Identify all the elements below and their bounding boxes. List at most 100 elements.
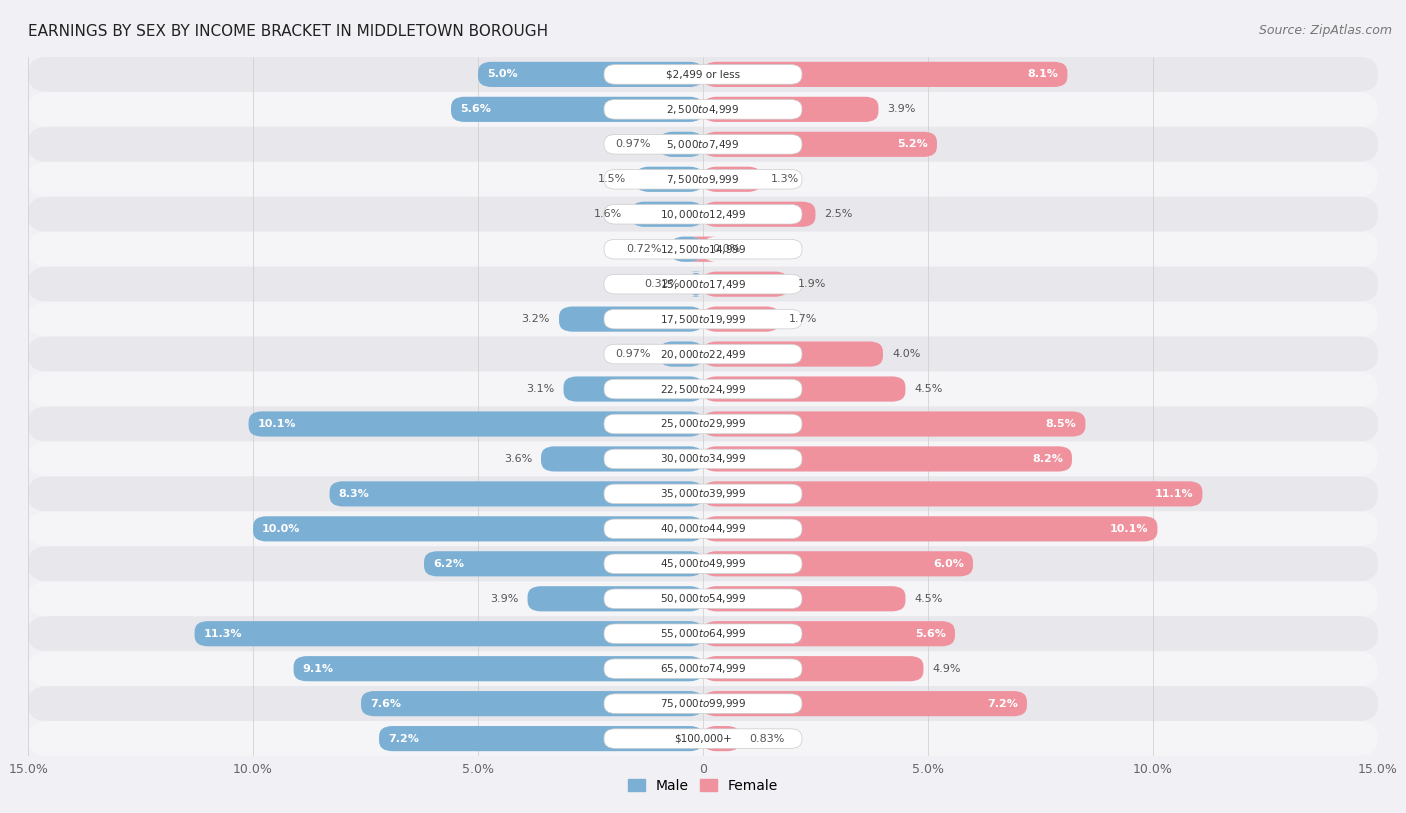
Text: 9.1%: 9.1%: [302, 663, 333, 674]
FancyBboxPatch shape: [28, 511, 1378, 546]
FancyBboxPatch shape: [605, 204, 801, 224]
Text: 0.0%: 0.0%: [711, 244, 740, 254]
FancyBboxPatch shape: [605, 169, 801, 189]
Text: 8.5%: 8.5%: [1046, 419, 1077, 429]
Text: 10.0%: 10.0%: [262, 524, 301, 534]
Text: 3.9%: 3.9%: [491, 593, 519, 604]
Text: 8.2%: 8.2%: [1032, 454, 1063, 464]
FancyBboxPatch shape: [28, 441, 1378, 476]
FancyBboxPatch shape: [703, 132, 936, 157]
FancyBboxPatch shape: [703, 97, 879, 122]
Text: $65,000 to $74,999: $65,000 to $74,999: [659, 663, 747, 675]
Legend: Male, Female: Male, Female: [623, 773, 783, 798]
FancyBboxPatch shape: [541, 446, 703, 472]
FancyBboxPatch shape: [605, 519, 801, 539]
Text: 7.2%: 7.2%: [388, 733, 419, 744]
FancyBboxPatch shape: [703, 62, 1067, 87]
Text: $5,000 to $7,499: $5,000 to $7,499: [666, 138, 740, 150]
Text: $2,499 or less: $2,499 or less: [666, 69, 740, 80]
Text: 8.1%: 8.1%: [1028, 69, 1059, 80]
Text: $2,500 to $4,999: $2,500 to $4,999: [666, 103, 740, 115]
Text: $20,000 to $22,499: $20,000 to $22,499: [659, 348, 747, 360]
FancyBboxPatch shape: [28, 651, 1378, 686]
FancyBboxPatch shape: [659, 341, 703, 367]
Text: 3.9%: 3.9%: [887, 104, 915, 115]
Text: 5.6%: 5.6%: [915, 628, 946, 639]
FancyBboxPatch shape: [703, 307, 779, 332]
FancyBboxPatch shape: [425, 551, 703, 576]
Text: 6.2%: 6.2%: [433, 559, 464, 569]
Text: $30,000 to $34,999: $30,000 to $34,999: [659, 453, 747, 465]
Text: 6.0%: 6.0%: [934, 559, 965, 569]
FancyBboxPatch shape: [478, 62, 703, 87]
Text: 11.3%: 11.3%: [204, 628, 242, 639]
FancyBboxPatch shape: [703, 202, 815, 227]
FancyBboxPatch shape: [605, 414, 801, 434]
Text: $35,000 to $39,999: $35,000 to $39,999: [659, 488, 747, 500]
FancyBboxPatch shape: [703, 376, 905, 402]
Text: $55,000 to $64,999: $55,000 to $64,999: [659, 628, 747, 640]
FancyBboxPatch shape: [605, 309, 801, 329]
FancyBboxPatch shape: [703, 726, 741, 751]
FancyBboxPatch shape: [28, 57, 1378, 92]
FancyBboxPatch shape: [659, 132, 703, 157]
Text: 1.6%: 1.6%: [593, 209, 621, 220]
Text: 5.0%: 5.0%: [486, 69, 517, 80]
FancyBboxPatch shape: [605, 484, 801, 504]
FancyBboxPatch shape: [703, 551, 973, 576]
Text: 7.6%: 7.6%: [370, 698, 401, 709]
FancyBboxPatch shape: [636, 167, 703, 192]
FancyBboxPatch shape: [703, 446, 1071, 472]
Text: 5.6%: 5.6%: [460, 104, 491, 115]
FancyBboxPatch shape: [703, 586, 905, 611]
FancyBboxPatch shape: [605, 64, 801, 85]
Text: $15,000 to $17,499: $15,000 to $17,499: [659, 278, 747, 290]
Text: $100,000+: $100,000+: [673, 733, 733, 744]
FancyBboxPatch shape: [361, 691, 703, 716]
Text: $40,000 to $44,999: $40,000 to $44,999: [659, 523, 747, 535]
Text: $7,500 to $9,999: $7,500 to $9,999: [666, 173, 740, 185]
Text: $25,000 to $29,999: $25,000 to $29,999: [659, 418, 747, 430]
FancyBboxPatch shape: [605, 728, 801, 749]
Text: $17,500 to $19,999: $17,500 to $19,999: [659, 313, 747, 325]
FancyBboxPatch shape: [564, 376, 703, 402]
FancyBboxPatch shape: [703, 411, 1085, 437]
FancyBboxPatch shape: [527, 586, 703, 611]
Text: $22,500 to $24,999: $22,500 to $24,999: [659, 383, 747, 395]
Text: 4.9%: 4.9%: [932, 663, 960, 674]
Text: Source: ZipAtlas.com: Source: ZipAtlas.com: [1258, 24, 1392, 37]
FancyBboxPatch shape: [703, 167, 762, 192]
FancyBboxPatch shape: [631, 202, 703, 227]
Text: 3.2%: 3.2%: [522, 314, 550, 324]
FancyBboxPatch shape: [28, 197, 1378, 232]
FancyBboxPatch shape: [28, 372, 1378, 406]
Text: 0.83%: 0.83%: [749, 733, 785, 744]
Text: 1.5%: 1.5%: [599, 174, 627, 185]
Text: $10,000 to $12,499: $10,000 to $12,499: [659, 208, 747, 220]
Text: $50,000 to $54,999: $50,000 to $54,999: [659, 593, 747, 605]
FancyBboxPatch shape: [28, 686, 1378, 721]
FancyBboxPatch shape: [28, 232, 1378, 267]
FancyBboxPatch shape: [703, 341, 883, 367]
Text: 1.9%: 1.9%: [797, 279, 825, 289]
Text: 5.2%: 5.2%: [897, 139, 928, 150]
FancyBboxPatch shape: [28, 406, 1378, 441]
Text: 0.72%: 0.72%: [626, 244, 662, 254]
Text: $45,000 to $49,999: $45,000 to $49,999: [659, 558, 747, 570]
FancyBboxPatch shape: [28, 302, 1378, 337]
FancyBboxPatch shape: [28, 162, 1378, 197]
FancyBboxPatch shape: [605, 99, 801, 120]
Text: 11.1%: 11.1%: [1154, 489, 1194, 499]
Text: 0.32%: 0.32%: [644, 279, 679, 289]
FancyBboxPatch shape: [703, 621, 955, 646]
FancyBboxPatch shape: [703, 656, 924, 681]
Text: 4.0%: 4.0%: [891, 349, 921, 359]
FancyBboxPatch shape: [560, 307, 703, 332]
FancyBboxPatch shape: [605, 659, 801, 679]
FancyBboxPatch shape: [605, 379, 801, 399]
Text: 8.3%: 8.3%: [339, 489, 370, 499]
Text: $75,000 to $99,999: $75,000 to $99,999: [659, 698, 747, 710]
FancyBboxPatch shape: [28, 476, 1378, 511]
Text: 2.5%: 2.5%: [824, 209, 853, 220]
FancyBboxPatch shape: [605, 449, 801, 469]
